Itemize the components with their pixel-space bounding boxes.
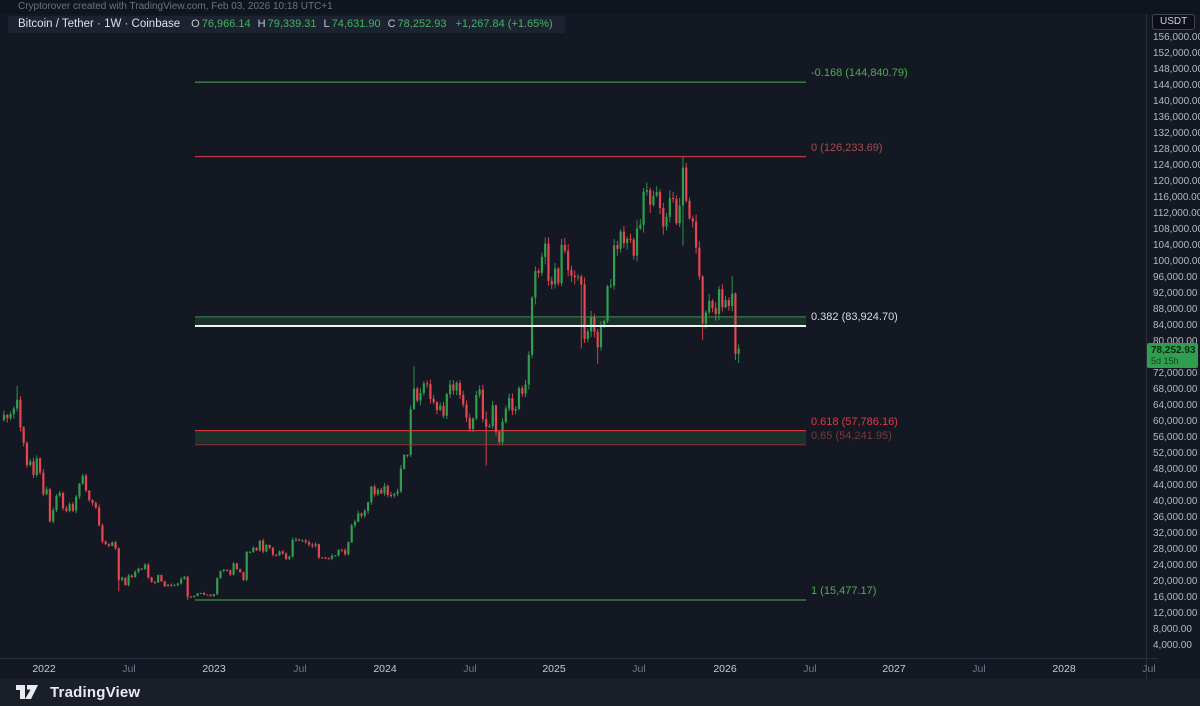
attribution-text: Cryptorover created with TradingView.com… xyxy=(18,1,333,12)
price-axis-label: 148,000.00 xyxy=(1153,63,1200,75)
candles xyxy=(2,156,740,600)
fib-label-0.618[interactable]: 0.618 (57,786.16) xyxy=(811,415,898,428)
ohlc-key: H xyxy=(257,18,266,30)
price-axis-label: 40,000.00 xyxy=(1153,495,1198,507)
price-axis[interactable]: USDT 78,252.93 5d 15h 156,000.00 152,000.… xyxy=(1146,0,1200,679)
last-price-value: 78,252.93 xyxy=(1151,344,1196,356)
chart-region[interactable]: Bitcoin / Tether · 1W · Coinbase O 76,966… xyxy=(0,0,1146,679)
price-axis-label: 44,000.00 xyxy=(1153,479,1198,491)
footer-bar: TradingView xyxy=(0,679,1200,706)
price-axis-separator xyxy=(1146,14,1147,679)
time-axis-label: 2025 xyxy=(542,663,566,675)
tradingview-logo[interactable]: TradingView xyxy=(16,684,140,701)
price-axis-label: 56,000.00 xyxy=(1153,431,1198,443)
fib-retracement[interactable] xyxy=(195,81,806,601)
symbol-title: Bitcoin / Tether · 1W · Coinbase xyxy=(18,18,181,30)
price-axis-label: 64,000.00 xyxy=(1153,399,1198,411)
currency-unit-button[interactable]: USDT xyxy=(1152,14,1196,30)
symbol-legend[interactable]: Bitcoin / Tether · 1W · Coinbase O 76,966… xyxy=(8,16,565,33)
price-axis-label: 60,000.00 xyxy=(1153,415,1198,427)
attribution-bar: Cryptorover created with TradingView.com… xyxy=(0,0,1200,14)
ohlc-value: 78,252.93 xyxy=(397,18,447,30)
ohlc-value: 76,966.14 xyxy=(201,18,251,30)
ohlc-key: C xyxy=(387,18,396,30)
price-axis-label: 52,000.00 xyxy=(1153,447,1198,459)
ohlc-key: O xyxy=(191,18,200,30)
time-axis-label: Jul xyxy=(972,663,986,675)
price-axis-label: 140,000.00 xyxy=(1153,95,1200,107)
time-axis-label: 2023 xyxy=(202,663,226,675)
fib-label-0.65[interactable]: 0.65 (54,241.95) xyxy=(811,429,892,442)
price-axis-label: 28,000.00 xyxy=(1153,543,1198,555)
time-axis[interactable]: 2022 Jul 2023 Jul 2024 Jul 2025 Jul 2026 Jul 2027 J… xyxy=(0,658,1158,680)
time-axis-label: Jul xyxy=(122,663,136,675)
time-axis-label: 2024 xyxy=(373,663,397,675)
price-axis-label: 36,000.00 xyxy=(1153,511,1198,523)
fib-label-1[interactable]: 1 (15,477.17) xyxy=(811,584,877,597)
price-axis-label: 32,000.00 xyxy=(1153,527,1198,539)
price-axis-label: 120,000.00 xyxy=(1153,175,1200,187)
tradingview-brand-text: TradingView xyxy=(50,684,141,701)
price-axis-label: 80,000.00 xyxy=(1153,335,1198,347)
price-axis-label: 124,000.00 xyxy=(1153,159,1200,171)
time-axis-label: 2027 xyxy=(882,663,906,675)
time-axis-label: Jul xyxy=(463,663,477,675)
ohlc-value: 74,631.90 xyxy=(331,18,381,30)
price-axis-label: 152,000.00 xyxy=(1153,47,1200,59)
time-axis-label: 2022 xyxy=(32,663,56,675)
time-axis-label: Jul xyxy=(1142,663,1156,675)
fib-label-0.382[interactable]: 0.382 (83,924.70) xyxy=(811,310,898,323)
price-axis-label: 24,000.00 xyxy=(1153,559,1198,571)
price-axis-label: 128,000.00 xyxy=(1153,143,1200,155)
time-axis-label: Jul xyxy=(632,663,646,675)
price-axis-label: 68,000.00 xyxy=(1153,383,1198,395)
price-axis-label: 112,000.00 xyxy=(1153,207,1200,219)
price-axis-label: 88,000.00 xyxy=(1153,303,1198,315)
price-axis-label: 144,000.00 xyxy=(1153,79,1200,91)
time-axis-label: 2026 xyxy=(713,663,737,675)
time-axis-label: Jul xyxy=(803,663,817,675)
price-axis-label: 16,000.00 xyxy=(1153,591,1198,603)
price-axis-label: 116,000.00 xyxy=(1153,191,1200,203)
ohlc-key: L xyxy=(323,18,330,30)
price-axis-label: 136,000.00 xyxy=(1153,111,1200,123)
price-axis-label: 84,000.00 xyxy=(1153,319,1198,331)
change-value: +1,267.84 (+1.65%) xyxy=(455,18,553,30)
price-axis-label: 108,000.00 xyxy=(1153,223,1200,235)
ohlc-value: 79,339.31 xyxy=(267,18,317,30)
price-axis-label: 100,000.00 xyxy=(1153,255,1200,267)
time-axis-label: 2028 xyxy=(1052,663,1076,675)
price-axis-label: 12,000.00 xyxy=(1153,607,1198,619)
price-axis-label: 48,000.00 xyxy=(1153,463,1198,475)
bar-countdown: 5d 15h xyxy=(1151,355,1179,366)
price-axis-label: 72,000.00 xyxy=(1153,367,1198,379)
tradingview-logo-icon xyxy=(16,685,38,699)
fib-label-0[interactable]: 0 (126,233.69) xyxy=(811,141,883,154)
price-axis-label: 132,000.00 xyxy=(1153,127,1200,139)
ohlc-values: O 76,966.14 H 79,339.31 L 74,631.90 C 78,252.93 xyxy=(191,16,446,33)
price-axis-label: 104,000.00 xyxy=(1153,239,1200,251)
price-axis-label: 8,000.00 xyxy=(1153,623,1192,635)
last-price-badge[interactable]: 78,252.93 5d 15h xyxy=(1147,342,1198,368)
price-axis-label: 20,000.00 xyxy=(1153,575,1198,587)
fib-label--0.168[interactable]: -0.168 (144,840.79) xyxy=(811,67,908,80)
price-axis-label: 4,000.00 xyxy=(1153,639,1192,651)
price-axis-label: 156,000.00 xyxy=(1153,31,1200,43)
time-axis-label: Jul xyxy=(293,663,307,675)
price-axis-label: 96,000.00 xyxy=(1153,271,1198,283)
chart-canvas[interactable] xyxy=(0,0,1146,658)
price-axis-label: 92,000.00 xyxy=(1153,287,1198,299)
